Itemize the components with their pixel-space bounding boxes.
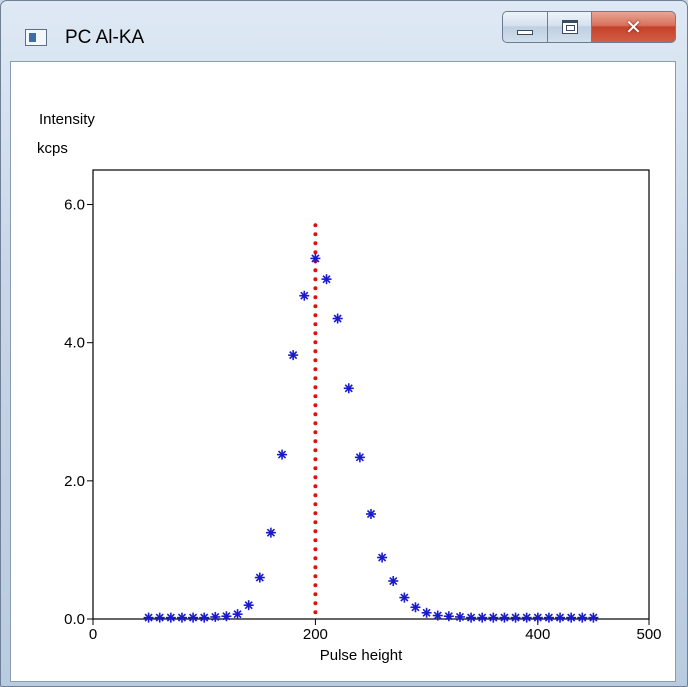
data-point xyxy=(310,253,321,264)
data-point xyxy=(555,612,566,623)
data-point xyxy=(188,612,199,623)
y-tick-label: 2.0 xyxy=(64,473,85,490)
data-point xyxy=(477,612,488,623)
title-bar[interactable]: PC Al-KA ✕ xyxy=(1,1,687,61)
data-point xyxy=(421,607,432,618)
data-point xyxy=(377,552,388,563)
window-title: PC Al-KA xyxy=(65,27,145,48)
y-tick-label: 6.0 xyxy=(64,197,85,214)
minimize-icon xyxy=(517,29,533,35)
app-window-icon[interactable] xyxy=(25,29,47,46)
data-point xyxy=(388,576,399,587)
data-point xyxy=(199,612,210,623)
data-point xyxy=(521,612,532,623)
chart-area: Intensity kcps 0.0 2.0 4.0 6.0 0 200 400 500 Pul… xyxy=(10,61,676,682)
data-point xyxy=(488,612,499,623)
data-point xyxy=(432,610,443,621)
data-point xyxy=(210,611,221,622)
data-point xyxy=(343,383,354,394)
close-button[interactable]: ✕ xyxy=(592,11,676,43)
caption-buttons: ✕ xyxy=(502,11,676,43)
data-point xyxy=(254,572,265,583)
x-tick-label: 400 xyxy=(525,626,550,643)
data-point xyxy=(566,612,577,623)
data-point xyxy=(321,274,332,285)
y-axis-unit: kcps xyxy=(37,140,68,157)
y-axis-label: Intensity xyxy=(39,111,95,128)
data-point xyxy=(466,612,477,623)
data-point xyxy=(543,612,554,623)
data-point xyxy=(154,612,165,623)
data-point xyxy=(143,612,154,623)
y-tick-label: 0.0 xyxy=(64,611,85,628)
minimize-button[interactable] xyxy=(502,11,548,43)
data-point xyxy=(165,612,176,623)
data-point xyxy=(443,611,454,622)
maximize-icon xyxy=(561,20,578,34)
x-tick-label: 500 xyxy=(636,626,661,643)
plot-frame xyxy=(92,169,650,620)
data-point xyxy=(232,609,243,620)
data-point xyxy=(265,527,276,538)
data-point xyxy=(288,350,299,361)
data-point xyxy=(366,509,376,520)
data-point xyxy=(221,611,232,622)
close-icon: ✕ xyxy=(625,15,642,39)
data-point xyxy=(299,290,310,301)
data-point xyxy=(510,612,521,623)
data-point xyxy=(332,313,343,324)
maximize-button[interactable] xyxy=(548,11,592,43)
data-point xyxy=(532,612,543,623)
data-point xyxy=(277,449,288,460)
x-axis-label: Pulse height xyxy=(320,647,403,664)
data-point xyxy=(588,612,599,623)
data-point xyxy=(354,452,365,463)
data-point xyxy=(243,600,254,611)
x-tick-label: 200 xyxy=(303,626,328,643)
data-point xyxy=(499,612,510,623)
y-tick-label: 4.0 xyxy=(64,335,85,352)
pulse-height-chart: 0.0 2.0 4.0 6.0 0 200 400 500 Pulse height xyxy=(64,169,662,664)
data-point xyxy=(176,612,187,623)
data-point xyxy=(577,612,588,623)
data-point xyxy=(454,611,465,622)
data-point xyxy=(410,602,421,613)
x-tick-label: 0 xyxy=(89,626,97,643)
data-point xyxy=(399,592,410,603)
